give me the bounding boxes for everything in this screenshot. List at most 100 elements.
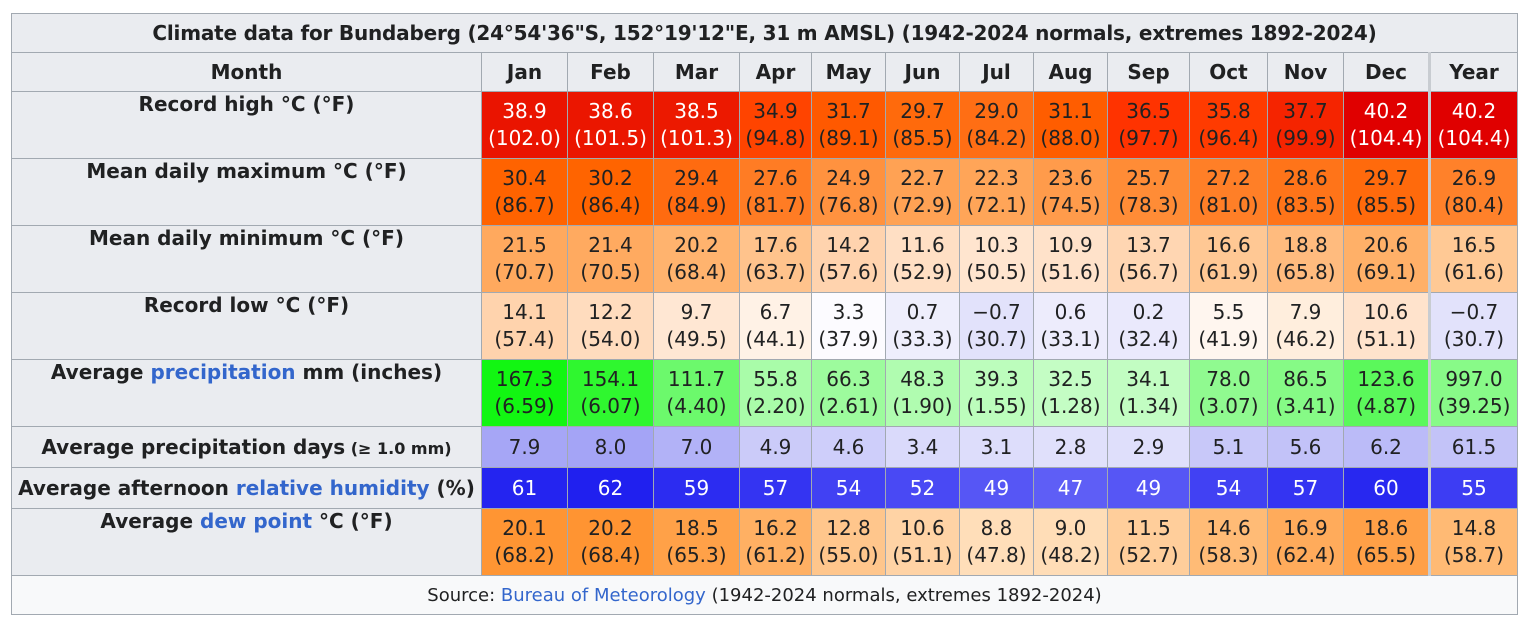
cell-value-fahrenheit: (52.9) bbox=[892, 260, 953, 284]
cell-value: 49 bbox=[983, 475, 1010, 500]
cell-value: 7.0 bbox=[680, 434, 713, 459]
data-cell-feb: 30.2 (86.4) bbox=[567, 158, 654, 226]
cell-value: 62 bbox=[597, 475, 624, 500]
cell-value-fahrenheit: (97.7) bbox=[1118, 126, 1179, 150]
cell-value: 47 bbox=[1057, 475, 1084, 500]
data-cell-year: −0.7 (30.7) bbox=[1428, 292, 1518, 360]
cell-value: 27.2 bbox=[1206, 166, 1251, 190]
row-label-text: Average afternoon bbox=[18, 476, 236, 500]
cell-value-fahrenheit: (30.7) bbox=[1443, 327, 1505, 351]
month-col-aug: Aug bbox=[1033, 52, 1108, 92]
data-cell-jun: 0.7 (33.3) bbox=[885, 292, 960, 360]
row-label: Average dew point °C (°F) bbox=[11, 508, 482, 576]
data-cell-year: 14.8 (58.7) bbox=[1428, 508, 1518, 576]
data-cell-oct: 27.2 (81.0) bbox=[1189, 158, 1268, 226]
source-link[interactable]: Bureau of Meteorology bbox=[500, 584, 706, 606]
table-row: Mean daily maximum °C (°F) 30.4 (86.7) 30.2… bbox=[11, 158, 1518, 226]
data-cell-aug: 32.5 (1.28) bbox=[1033, 359, 1108, 427]
data-cell-year: 40.2 (104.4) bbox=[1428, 91, 1518, 159]
climate-table: Climate data for Bundaberg (24°54'36"S, … bbox=[11, 13, 1518, 615]
cell-value-fahrenheit: (61.2) bbox=[745, 543, 806, 567]
data-cell-sep: 34.1 (1.34) bbox=[1107, 359, 1190, 427]
cell-value-fahrenheit: (68.2) bbox=[494, 543, 555, 567]
data-cell-mar: 9.7 (49.5) bbox=[653, 292, 740, 360]
cell-value: 14.6 bbox=[1206, 516, 1251, 540]
data-cell-nov: 18.8 (65.8) bbox=[1267, 225, 1344, 293]
cell-value-fahrenheit: (84.9) bbox=[666, 193, 727, 217]
cell-value: 66.3 bbox=[826, 367, 871, 391]
cell-value: 57 bbox=[1292, 475, 1319, 500]
data-cell-aug: 23.6 (74.5) bbox=[1033, 158, 1108, 226]
data-cell-feb: 62 bbox=[567, 467, 654, 509]
cell-value-fahrenheit: (89.1) bbox=[818, 126, 879, 150]
cell-value-fahrenheit: (102.0) bbox=[488, 126, 561, 150]
data-cell-jun: 11.6 (52.9) bbox=[885, 225, 960, 293]
cell-value: 167.3 bbox=[495, 367, 554, 391]
cell-value-fahrenheit: (46.2) bbox=[1275, 327, 1336, 351]
table-row: Average dew point °C (°F) 20.1 (68.2) 20.2 (… bbox=[11, 508, 1518, 576]
cell-value: 28.6 bbox=[1283, 166, 1328, 190]
cell-value: 29.7 bbox=[1363, 166, 1409, 190]
data-cell-jul: −0.7 (30.7) bbox=[959, 292, 1034, 360]
cell-value: 25.7 bbox=[1126, 166, 1171, 190]
cell-value: 86.5 bbox=[1283, 367, 1328, 391]
row-label: Mean daily minimum °C (°F) bbox=[11, 225, 482, 293]
data-cell-may: 12.8 (55.0) bbox=[811, 508, 886, 576]
month-col-dec: Dec bbox=[1343, 52, 1430, 92]
data-cell-jun: 29.7 (85.5) bbox=[885, 91, 960, 159]
cell-value-fahrenheit: (70.5) bbox=[580, 260, 641, 284]
table-caption: Climate data for Bundaberg (24°54'36"S, … bbox=[11, 13, 1518, 53]
cell-value-fahrenheit: (74.5) bbox=[1040, 193, 1101, 217]
data-cell-sep: 0.2 (32.4) bbox=[1107, 292, 1190, 360]
data-cell-jun: 22.7 (72.9) bbox=[885, 158, 960, 226]
data-cell-sep: 49 bbox=[1107, 467, 1190, 509]
data-cell-jul: 39.3 (1.55) bbox=[959, 359, 1034, 427]
cell-value: 21.5 bbox=[502, 233, 547, 257]
cell-value-fahrenheit: (56.7) bbox=[1118, 260, 1179, 284]
data-cell-nov: 7.9 (46.2) bbox=[1267, 292, 1344, 360]
month-col-nov: Nov bbox=[1267, 52, 1344, 92]
data-cell-feb: 21.4 (70.5) bbox=[567, 225, 654, 293]
cell-value-fahrenheit: (72.1) bbox=[966, 193, 1027, 217]
row-label: Record high °C (°F) bbox=[11, 91, 482, 159]
row-label-text: Mean daily maximum °C (°F) bbox=[86, 159, 407, 183]
month-col-may: May bbox=[811, 52, 886, 92]
data-cell-jun: 10.6 (51.1) bbox=[885, 508, 960, 576]
cell-value: 61.5 bbox=[1451, 434, 1497, 459]
row-label-link[interactable]: precipitation bbox=[150, 360, 296, 384]
data-cell-aug: 47 bbox=[1033, 467, 1108, 509]
month-col-feb: Feb bbox=[567, 52, 654, 92]
cell-value: 12.8 bbox=[826, 516, 871, 540]
data-cell-year: 26.9 (80.4) bbox=[1428, 158, 1518, 226]
data-cell-oct: 54 bbox=[1189, 467, 1268, 509]
cell-value: 60 bbox=[1373, 475, 1399, 500]
cell-value: −0.7 bbox=[1449, 300, 1499, 324]
row-label-link[interactable]: dew point bbox=[200, 509, 313, 533]
cell-value-fahrenheit: (33.3) bbox=[892, 327, 953, 351]
cell-value-fahrenheit: (39.25) bbox=[1437, 394, 1511, 418]
cell-value-fahrenheit: (76.8) bbox=[818, 193, 879, 217]
cell-value-fahrenheit: (88.0) bbox=[1040, 126, 1101, 150]
cell-value-fahrenheit: (4.87) bbox=[1355, 394, 1417, 418]
data-cell-mar: 38.5 (101.3) bbox=[653, 91, 740, 159]
data-cell-jul: 3.1 bbox=[959, 426, 1034, 468]
cell-value: 49 bbox=[1135, 475, 1162, 500]
data-cell-apr: 6.7 (44.1) bbox=[739, 292, 812, 360]
cell-value: 29.7 bbox=[900, 99, 945, 123]
cell-value: 16.5 bbox=[1451, 233, 1497, 257]
cell-value-fahrenheit: (68.4) bbox=[666, 260, 727, 284]
row-label-link[interactable]: relative humidity bbox=[235, 476, 430, 500]
cell-value: 8.0 bbox=[594, 434, 627, 459]
cell-value: 29.4 bbox=[674, 166, 719, 190]
row-label: Record low °C (°F) bbox=[11, 292, 482, 360]
cell-value: 20.1 bbox=[502, 516, 547, 540]
row-label-text: Mean daily minimum °C (°F) bbox=[89, 226, 404, 250]
data-cell-nov: 16.9 (62.4) bbox=[1267, 508, 1344, 576]
data-cell-dec: 20.6 (69.1) bbox=[1343, 225, 1430, 293]
cell-value-fahrenheit: (2.61) bbox=[818, 394, 879, 418]
cell-value-fahrenheit: (49.5) bbox=[666, 327, 727, 351]
data-cell-aug: 31.1 (88.0) bbox=[1033, 91, 1108, 159]
cell-value-fahrenheit: (2.20) bbox=[745, 394, 806, 418]
cell-value: 61 bbox=[511, 475, 538, 500]
data-cell-may: 24.9 (76.8) bbox=[811, 158, 886, 226]
